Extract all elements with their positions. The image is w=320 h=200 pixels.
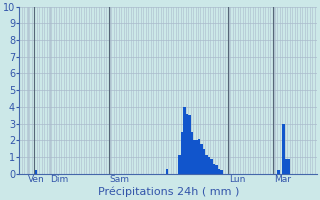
Bar <box>191 132 193 174</box>
Bar <box>220 170 223 174</box>
Bar <box>285 159 287 174</box>
Bar <box>183 107 186 174</box>
Bar <box>34 170 36 174</box>
Bar <box>215 165 218 174</box>
Bar <box>180 132 183 174</box>
Bar <box>198 139 201 174</box>
Bar <box>287 159 290 174</box>
Bar <box>186 114 188 174</box>
Bar <box>166 169 168 174</box>
Bar <box>211 159 213 174</box>
Bar <box>213 164 215 174</box>
Bar <box>196 140 198 174</box>
Bar <box>178 155 180 174</box>
Bar <box>188 115 191 174</box>
Bar <box>205 155 208 174</box>
Bar <box>283 124 285 174</box>
Bar <box>218 169 220 174</box>
Bar <box>193 140 196 174</box>
Bar <box>203 149 205 174</box>
X-axis label: Précipitations 24h ( mm ): Précipitations 24h ( mm ) <box>98 187 239 197</box>
Bar <box>208 157 211 174</box>
Bar <box>201 144 203 174</box>
Bar <box>277 170 280 174</box>
